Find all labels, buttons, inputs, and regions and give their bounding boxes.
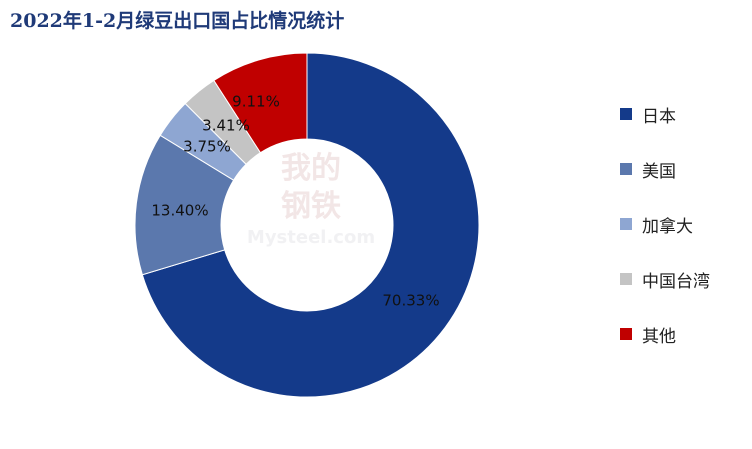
legend-label: 中国台湾 — [642, 271, 710, 292]
legend-item-2: 美国 — [620, 155, 710, 183]
data-labels: 70.33% 13.40% 3.75% 3.41% 9.11% — [151, 93, 439, 310]
legend-item-3: 加拿大 — [620, 210, 710, 238]
donut-slice-1 — [141, 52, 480, 398]
legend-swatch — [620, 273, 632, 285]
chart-title: 2022年1-2月绿豆出口国占比情况统计 — [10, 10, 345, 32]
legend-label: 日本 — [642, 106, 676, 127]
donut-slice-5 — [213, 52, 308, 154]
legend-swatch — [620, 218, 632, 230]
data-label-1: 70.33% — [382, 292, 439, 310]
legend-item-5: 其他 — [620, 320, 710, 348]
legend-swatch — [620, 163, 632, 175]
legend-swatch — [620, 328, 632, 340]
legend-item-1: 日本 — [620, 100, 710, 128]
data-label-4: 3.41% — [202, 117, 250, 135]
data-label-5: 9.11% — [232, 93, 280, 111]
legend: 日本美国加拿大中国台湾其他 — [620, 100, 710, 375]
legend-swatch — [620, 108, 632, 120]
data-label-2: 13.40% — [151, 202, 208, 220]
donut-slices — [134, 52, 480, 398]
legend-label: 加拿大 — [642, 216, 693, 237]
legend-label: 其他 — [642, 326, 676, 347]
legend-item-4: 中国台湾 — [620, 265, 710, 293]
data-label-3: 3.75% — [183, 138, 231, 156]
legend-label: 美国 — [642, 161, 676, 182]
